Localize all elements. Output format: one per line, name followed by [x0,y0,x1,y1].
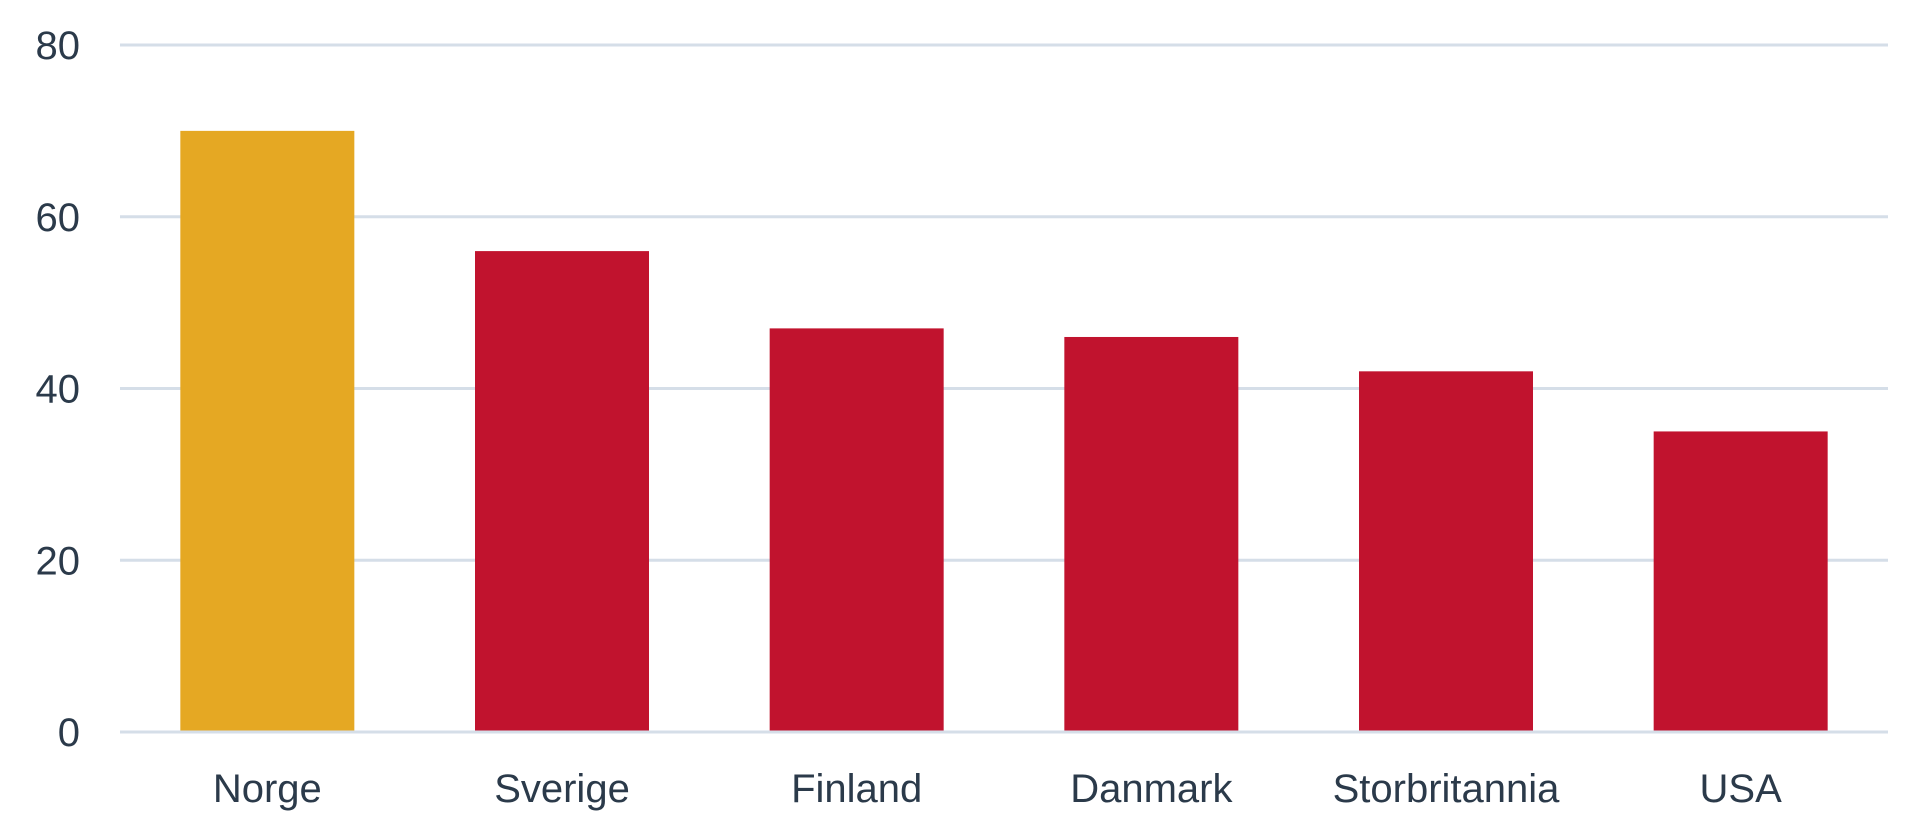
x-category-label: Norge [213,767,322,811]
x-axis-labels: Norge Sverige Finland Danmark Storbritannia U… [213,767,1782,811]
x-category-label: Danmark [1070,767,1233,811]
x-category-label: Storbritannia [1333,767,1561,811]
bar-norge [180,130,355,732]
bar-danmark [1064,336,1239,732]
bar-sverige [475,251,649,732]
x-category-label: Sverige [494,767,630,811]
x-category-label: USA [1700,767,1783,811]
bar-finland [769,328,944,732]
y-tick-label: 0 [58,711,80,755]
x-category-label: Finland [791,767,922,811]
y-tick-label: 60 [36,196,81,240]
bar-storbritannia [1359,371,1533,732]
y-tick-label: 80 [36,24,81,68]
bars [180,130,1828,732]
y-tick-label: 20 [36,539,81,583]
bar-usa [1653,431,1828,732]
y-axis-ticks: 0 20 40 60 80 [36,24,81,755]
y-tick-label: 40 [36,368,81,412]
gridlines [120,43,1888,734]
